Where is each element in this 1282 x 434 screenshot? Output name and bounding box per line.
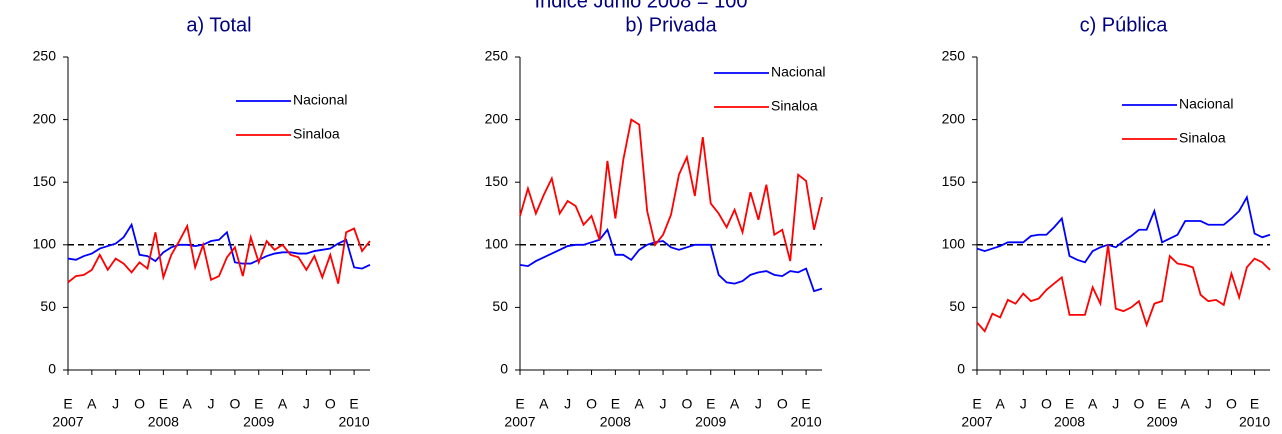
x-tick-label: J [755, 396, 762, 412]
y-tick-label: 50 [40, 298, 56, 314]
x-tick-label: A [730, 396, 740, 412]
panel-title: c) Pública [1080, 14, 1169, 36]
y-tick-label: 0 [48, 361, 56, 377]
y-tick-label: 50 [492, 298, 508, 314]
x-tick-label: J [1205, 396, 1212, 412]
y-tick-label: 0 [957, 361, 965, 377]
x-tick-label: E [349, 396, 358, 412]
x-tick-label: E [63, 396, 72, 412]
y-tick-label: 100 [942, 236, 966, 252]
x-tick-label: E [515, 396, 524, 412]
year-label: 2010 [339, 414, 370, 430]
series-line [976, 194, 1271, 264]
y-tick-label: 100 [485, 236, 509, 252]
y-tick-label: 150 [942, 173, 966, 189]
x-tick-label: A [539, 396, 549, 412]
legend-label: Nacional [1179, 96, 1233, 112]
year-label: 2007 [961, 414, 992, 430]
x-tick-label: J [112, 396, 119, 412]
x-tick-label: J [660, 396, 667, 412]
year-label: 2008 [148, 414, 179, 430]
series-line [67, 222, 371, 270]
series-line [976, 244, 1271, 333]
x-tick-label: J [303, 396, 310, 412]
x-tick-label: O [1133, 396, 1144, 412]
legend-label: Sinaloa [1179, 130, 1226, 146]
y-tick-label: 150 [33, 173, 57, 189]
x-tick-label: E [1065, 396, 1074, 412]
x-tick-label: E [706, 396, 715, 412]
y-tick-label: 250 [33, 48, 57, 64]
y-tick-label: 200 [485, 110, 509, 126]
series-line [519, 118, 823, 262]
x-tick-label: A [995, 396, 1005, 412]
x-tick-label: O [325, 396, 336, 412]
year-label: 2009 [695, 414, 726, 430]
x-tick-label: E [972, 396, 981, 412]
year-label: 2007 [504, 414, 535, 430]
year-label: 2009 [243, 414, 274, 430]
x-tick-label: A [278, 396, 288, 412]
y-tick-label: 100 [33, 236, 57, 252]
x-tick-label: J [1020, 396, 1027, 412]
x-tick-label: J [564, 396, 571, 412]
y-tick-label: 250 [942, 48, 966, 64]
y-tick-label: 200 [33, 110, 57, 126]
year-label: 2010 [1239, 414, 1270, 430]
x-tick-label: O [134, 396, 145, 412]
x-tick-label: O [1226, 396, 1237, 412]
year-label: 2009 [1146, 414, 1177, 430]
panel-title: a) Total [186, 14, 251, 36]
x-tick-label: A [1181, 396, 1191, 412]
year-label: 2007 [52, 414, 83, 430]
chart-title: Índice Junio 2008 = 100 [535, 0, 748, 12]
x-tick-label: O [1041, 396, 1052, 412]
y-tick-label: 0 [500, 361, 508, 377]
series-line [519, 227, 823, 293]
x-tick-label: E [801, 396, 810, 412]
x-tick-label: O [229, 396, 240, 412]
legend-label: Nacional [771, 64, 825, 80]
x-tick-label: E [1250, 396, 1259, 412]
x-tick-label: A [183, 396, 193, 412]
x-tick-label: E [1157, 396, 1166, 412]
legend-label: Sinaloa [771, 98, 818, 114]
x-tick-label: A [635, 396, 645, 412]
legend-label: Sinaloa [293, 126, 340, 142]
year-label: 2010 [791, 414, 822, 430]
y-tick-label: 250 [485, 48, 509, 64]
legend-label: Nacional [293, 92, 347, 108]
y-tick-label: 150 [485, 173, 509, 189]
x-tick-label: A [1088, 396, 1098, 412]
year-label: 2008 [600, 414, 631, 430]
x-tick-label: O [681, 396, 692, 412]
y-tick-label: 200 [942, 110, 966, 126]
x-tick-label: A [87, 396, 97, 412]
series-line [67, 223, 371, 284]
x-tick-label: J [208, 396, 215, 412]
x-tick-label: E [611, 396, 620, 412]
x-tick-label: E [159, 396, 168, 412]
x-tick-label: E [254, 396, 263, 412]
panel-title: b) Privada [625, 14, 717, 36]
x-tick-label: J [1112, 396, 1119, 412]
x-tick-label: O [586, 396, 597, 412]
year-label: 2008 [1054, 414, 1085, 430]
y-tick-label: 50 [949, 298, 965, 314]
x-tick-label: O [777, 396, 788, 412]
